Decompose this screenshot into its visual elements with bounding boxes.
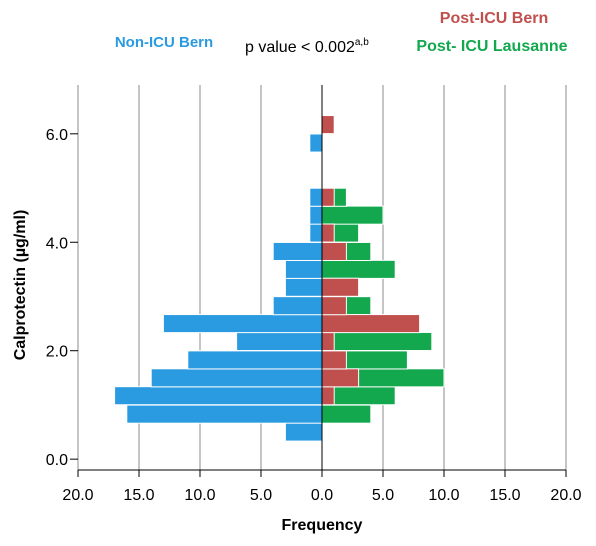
bar-post-icu-lausanne-4	[321, 331, 433, 352]
bar-non-icu-bern-10	[272, 241, 323, 262]
bar-post-icu-bern-4	[321, 314, 421, 334]
x-tick-label-7: 15.0	[489, 487, 520, 504]
bar-post-icu-bern-0	[321, 386, 335, 406]
p-value-superscript: a,b	[355, 37, 369, 48]
bar-post-icu-bern-9	[321, 187, 335, 207]
bar-non-icu-bern-13	[309, 187, 323, 207]
bar-non-icu-bern-3	[150, 368, 323, 388]
x-tick-label-6: 10.0	[428, 487, 459, 504]
bar-post-icu-bern-2	[321, 350, 347, 370]
y-axis-label: Calprotectin (µg/ml)	[12, 210, 29, 361]
x-tick-label-5: 5.0	[372, 487, 394, 504]
legend-non-icu-bern: Non-ICU Bern	[115, 34, 213, 51]
bar-non-icu-bern-14	[309, 133, 323, 153]
x-axis-ticks: 20.0 15.0 10.0 5.0 0.0 5.0 10.0 15.0 20.0	[62, 470, 582, 504]
bar-post-icu-lausanne-11	[321, 205, 384, 225]
bar-non-icu-bern-0	[284, 422, 323, 442]
bar-post-icu-lausanne-8	[321, 259, 396, 279]
legend-post-icu-lausanne: Post- ICU Lausanne	[416, 38, 567, 55]
bar-post-icu-bern-1	[321, 368, 360, 388]
bar-non-icu-bern-11	[309, 223, 323, 243]
y-tick-label-3: 6.0	[46, 127, 68, 144]
x-tick-label-0: 20.0	[62, 487, 93, 504]
bar-non-icu-bern-4	[187, 350, 323, 370]
bar-non-icu-bern-9	[284, 259, 323, 279]
p-value-annotation: p value < 0.002a,b	[245, 37, 369, 56]
x-axis-label: Frequency	[282, 517, 363, 534]
bar-non-icu-bern-2	[114, 386, 323, 406]
y-axis-ticks: 0.0 2.0 4.0 6.0	[46, 127, 78, 469]
legend-post-icu-bern: Post-ICU Bern	[440, 10, 548, 27]
p-value-text: p value < 0.002	[245, 39, 355, 56]
y-tick-label-0: 0.0	[46, 452, 68, 469]
bar-post-icu-lausanne-0	[321, 404, 372, 424]
y-tick-label-1: 2.0	[46, 344, 68, 361]
bar-non-icu-bern-12	[309, 205, 323, 225]
bar-non-icu-bern-8	[284, 277, 323, 297]
bar-non-icu-bern-7	[272, 296, 323, 316]
bar-post-icu-bern-6	[321, 277, 360, 297]
x-tick-label-8: 20.0	[550, 487, 581, 504]
bar-post-icu-bern-3	[321, 331, 335, 352]
y-tick-label-2: 4.0	[46, 235, 68, 252]
bar-post-icu-bern-8	[321, 223, 335, 243]
bar-non-icu-bern-6	[162, 314, 323, 334]
bar-post-icu-bern-7	[321, 241, 347, 262]
bar-post-icu-bern-10	[321, 115, 335, 135]
bar-non-icu-bern-5	[236, 331, 323, 352]
x-tick-label-2: 10.0	[184, 487, 215, 504]
bar-post-icu-bern-5	[321, 296, 347, 316]
bar-non-icu-bern-1	[126, 404, 323, 424]
x-tick-label-4: 0.0	[311, 487, 333, 504]
x-tick-label-1: 15.0	[123, 487, 154, 504]
histogram-bars	[114, 115, 445, 442]
x-tick-label-3: 5.0	[250, 487, 272, 504]
